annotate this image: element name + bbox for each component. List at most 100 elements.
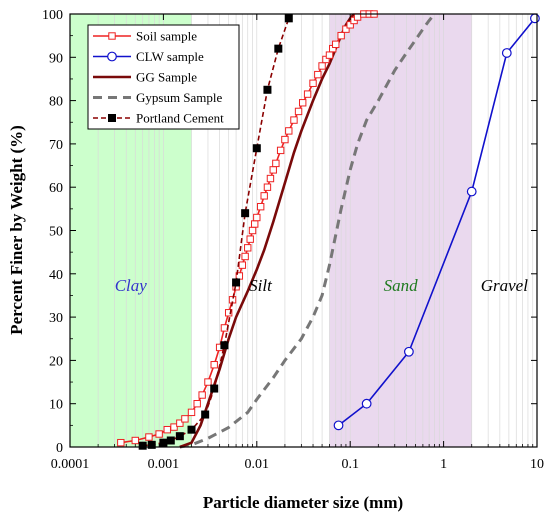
y-tick-label: 40 [49, 268, 63, 283]
data-point [193, 400, 201, 408]
data-point [274, 44, 283, 53]
data-point [284, 14, 293, 23]
data-point [333, 420, 344, 431]
data-point [145, 433, 153, 441]
data-point [318, 62, 326, 70]
data-point [294, 107, 303, 116]
legend: Soil sample CLW sample GG Sample Gypsum Sam… [87, 24, 240, 130]
data-point [198, 391, 206, 399]
data-point [210, 361, 218, 369]
legend-label-soil-sample: Soil sample [136, 29, 197, 44]
series-soil-sample [117, 10, 378, 447]
legend-marker-soil-sample [108, 32, 116, 40]
y-axis-title: Percent Finer by Weight (%) [7, 125, 26, 335]
data-point [281, 135, 289, 144]
zone-label-gravel: Gravel [481, 276, 528, 295]
data-point [147, 440, 156, 449]
data-point [309, 79, 317, 87]
data-point [220, 341, 229, 350]
data-point [466, 186, 477, 197]
data-point [163, 425, 171, 434]
data-point [251, 220, 259, 228]
data-point [252, 144, 261, 153]
y-tick-label: 50 [49, 225, 63, 240]
zone-label-sand: Sand [384, 276, 419, 295]
y-tick-label: 80 [49, 95, 63, 110]
y-tick-label: 100 [42, 8, 63, 23]
data-point [166, 436, 175, 445]
series-gypsum-sample [179, 13, 436, 449]
y-tick-label: 60 [49, 181, 63, 196]
data-point [332, 40, 340, 49]
data-point [353, 13, 362, 21]
legend-label-clw-sample: CLW sample [136, 49, 204, 64]
data-point [290, 116, 298, 124]
data-point [325, 51, 334, 59]
data-point [246, 235, 254, 243]
data-point [303, 90, 312, 98]
y-tick-label: 20 [49, 354, 63, 369]
legend-marker-portland-cement [108, 114, 116, 122]
x-axis-title: Particle diameter size (mm) [203, 493, 403, 512]
data-point [346, 21, 354, 29]
legend-label-gypsum-sample: Gypsum Sample [136, 90, 223, 105]
data-point [170, 423, 178, 431]
data-point [244, 244, 252, 252]
data-point [342, 25, 350, 33]
x-tick-label: 0.1 [341, 457, 359, 472]
data-point [248, 226, 257, 235]
zone-label-clay: Clay [115, 276, 148, 295]
data-point [232, 278, 241, 287]
zone-labels: Clay Silt Sand Gravel [115, 276, 529, 295]
data-point [361, 398, 372, 409]
data-point [272, 159, 280, 168]
data-point [276, 146, 285, 155]
data-point [175, 432, 184, 441]
x-tick-label: 0.0001 [51, 457, 90, 472]
data-point [210, 384, 219, 393]
series-line-gypsum-sample [179, 13, 436, 449]
data-point [260, 192, 268, 200]
data-point [220, 324, 229, 332]
data-point [298, 99, 307, 107]
legend-label-gg-sample: GG Sample [136, 70, 197, 85]
data-point [253, 213, 261, 222]
data-point [176, 419, 184, 427]
data-point [266, 174, 275, 183]
data-point [285, 127, 293, 135]
x-tick-label: 0.001 [148, 457, 180, 472]
data-point [241, 252, 249, 261]
series-line-clw-sample [338, 17, 536, 426]
data-point [187, 425, 196, 434]
x-tick-label: 1 [440, 457, 447, 472]
data-point [117, 438, 125, 447]
axis-ticks: 0.0001 0.001 0.01 0.1 1 100102030405060708090… [42, 8, 544, 472]
data-point [187, 408, 196, 417]
data-point [181, 415, 189, 423]
data-point [155, 430, 163, 438]
x-tick-label: 0.01 [245, 457, 270, 472]
data-point [263, 85, 272, 94]
data-point [501, 48, 512, 58]
data-point [530, 13, 540, 24]
y-tick-label: 70 [49, 138, 63, 153]
y-tick-label: 10 [49, 398, 63, 413]
data-point [201, 410, 210, 419]
zone-band-sand [329, 14, 472, 447]
data-point [238, 261, 247, 269]
data-point [131, 436, 139, 445]
x-tick-label: 10 [530, 457, 544, 472]
data-point [224, 309, 233, 317]
y-tick-label: 90 [49, 51, 63, 66]
data-point [403, 346, 414, 357]
data-point [337, 31, 345, 40]
y-tick-label: 30 [49, 311, 63, 326]
data-point [256, 202, 265, 211]
data-point [269, 166, 277, 174]
series-layer [117, 10, 540, 450]
data-point [314, 70, 322, 79]
y-tick-label: 0 [56, 441, 63, 456]
legend-label-portland-cement: Portland Cement [136, 111, 224, 126]
data-point [204, 378, 212, 386]
